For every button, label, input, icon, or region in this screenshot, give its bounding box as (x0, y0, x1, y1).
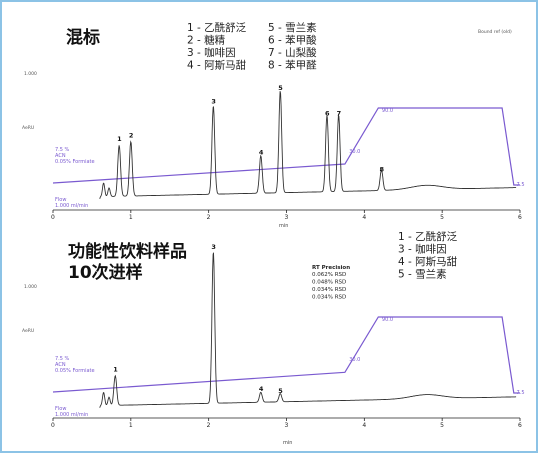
x-axis-label: min (283, 440, 292, 446)
chart-title: 混标 (66, 27, 100, 48)
x-tick-label: 2 (207, 214, 211, 221)
legend-label: Bound ref (old) (478, 29, 512, 35)
gradient-start-label: 0.05% Formiate (55, 368, 95, 374)
x-tick-label: 4 (362, 422, 366, 429)
rt-precision-value: 0.048% RSD (312, 280, 346, 286)
x-tick-label: 6 (518, 422, 522, 429)
legend-item: 6 - 苯甲酸 (268, 34, 317, 47)
flow-label: 1.000 ml/min (55, 412, 88, 418)
peak-label: 5 (278, 387, 283, 395)
x-tick-label: 4 (362, 214, 366, 221)
x-tick-label: 0 (51, 422, 55, 429)
gradient-label-high: 90.0 (382, 108, 393, 114)
trace-line (99, 91, 517, 199)
peak-label: 3 (211, 98, 216, 106)
rt-precision-value: 0.034% RSD (312, 295, 346, 301)
legend-item: 5 - 雪兰素 (268, 21, 317, 34)
gradient-label-low: 7.5 (517, 390, 525, 396)
x-axis-ticks: 0 1 2 3 4 5 6 (51, 210, 522, 221)
legend-item: 1 - 乙酰舒泛 (398, 230, 458, 243)
flow-label: Flow (55, 406, 66, 412)
x-tick-label: 0 (51, 214, 55, 221)
x-tick-label: 1 (129, 422, 133, 429)
peak-label: 7 (337, 110, 342, 118)
x-axis-label: min (279, 223, 288, 229)
flow-label: 1.000 ml/min (55, 203, 88, 209)
peak-label: 8 (379, 166, 384, 174)
peak-label: 5 (278, 84, 283, 92)
legend-item: 3 - 咖啡因 (398, 244, 447, 256)
y-axis-label: AeRU (22, 125, 34, 131)
gradient-line (52, 107, 520, 186)
chromatogram-trace: 1 2 3 4 5 6 7 8 (99, 84, 517, 199)
legend-item: 1 - 乙酰舒泛 (187, 21, 247, 34)
chart-title-line: 功能性饮料样品 (68, 241, 187, 262)
peak-label: 1 (113, 365, 118, 373)
gradient-line (52, 316, 520, 394)
trace-line (99, 252, 517, 408)
chart-title-line: 10次进样 (68, 262, 143, 283)
peak-label: 6 (325, 110, 330, 118)
y-tick-label: 1.000 (24, 71, 37, 77)
legend-item: 5 - 雪兰素 (398, 268, 447, 281)
x-axis-ticks: 0 1 2 3 4 5 6 (51, 418, 522, 429)
x-tick-label: 3 (285, 422, 289, 429)
gradient-start-label: ACN (55, 153, 66, 159)
peak-label: 2 (129, 132, 134, 140)
rt-precision-title: RT Precision (312, 265, 350, 271)
gradient-start-label: 0.05% Formiate (55, 159, 95, 165)
legend-item: 3 - 咖啡因 (187, 47, 236, 59)
rt-precision-value: 0.062% RSD (312, 272, 346, 278)
peak-label: 4 (259, 385, 264, 393)
gradient-start-label: 7.5 % (55, 147, 70, 153)
legend-item: 8 - 苯甲醛 (268, 59, 317, 72)
gradient-label-mid: 30.0 (349, 357, 360, 363)
x-tick-label: 2 (207, 422, 211, 429)
gradient-label-mid: 30.0 (349, 149, 360, 155)
y-axis-label: AeRU (22, 328, 34, 334)
rt-precision-value: 0.034% RSD (312, 287, 346, 293)
gradient-label-low: 7.5 (517, 182, 525, 188)
x-tick-label: 5 (440, 422, 444, 429)
peak-label: 4 (259, 149, 264, 157)
peak-label: 3 (211, 243, 216, 251)
gradient-start-label: 7.5 % (55, 356, 70, 362)
legend-item: 4 - 阿斯马甜 (398, 255, 458, 268)
x-tick-label: 1 (129, 214, 133, 221)
legend-item: 2 - 糖精 (187, 34, 226, 47)
peak-label: 1 (117, 135, 122, 143)
gradient-start-label: ACN (55, 362, 66, 368)
flow-label: Flow (55, 197, 66, 203)
legend-item: 7 - 山梨酸 (268, 46, 317, 59)
gradient-label-high: 90.0 (382, 317, 393, 323)
x-tick-label: 6 (518, 214, 522, 221)
x-tick-label: 5 (440, 214, 444, 221)
y-tick-label: 1.000 (24, 284, 37, 290)
chromatogram-trace: 1 3 4 5 (99, 243, 517, 408)
legend-item: 4 - 阿斯马甜 (187, 59, 247, 72)
x-tick-label: 3 (285, 214, 289, 221)
